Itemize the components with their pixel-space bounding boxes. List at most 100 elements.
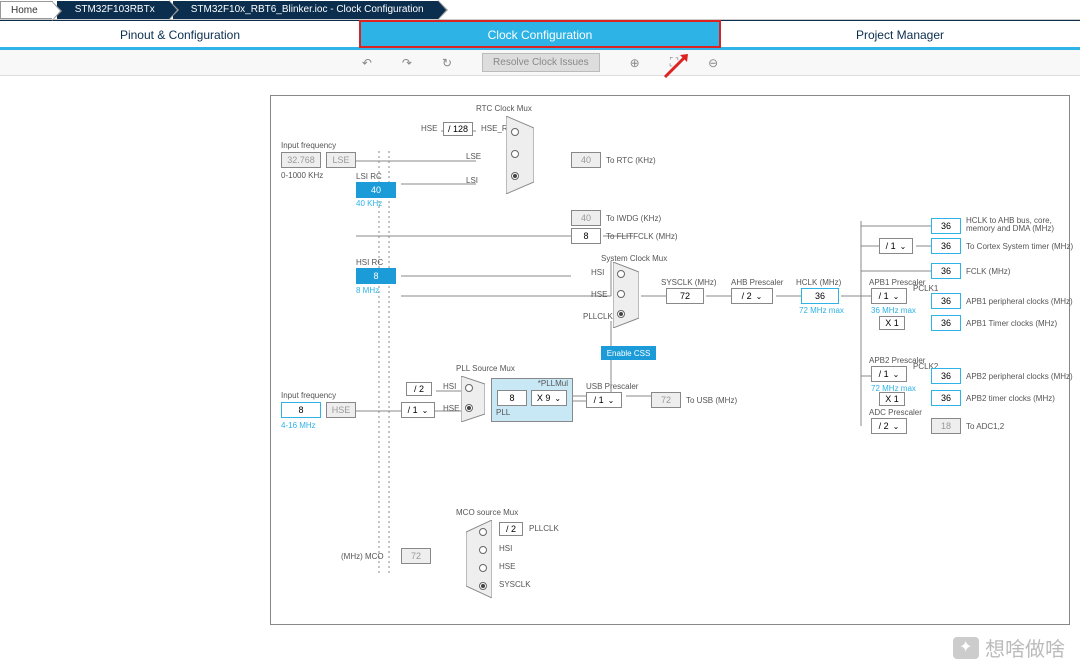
apb1-pre-select[interactable]: / 1 [871, 288, 907, 304]
mco-hsi: HSI [499, 544, 512, 553]
undo-icon[interactable]: ↶ [362, 56, 372, 70]
annotation-arrow [660, 52, 700, 82]
mco-radio-hse[interactable] [479, 564, 487, 572]
ahb-pre-label: AHB Prescaler [731, 278, 783, 287]
rtc-mux-label: RTC Clock Mux [476, 104, 532, 113]
hse-input-freq-label: Input frequency [281, 391, 336, 400]
rtc-radio-lse[interactable] [511, 150, 519, 158]
lsi-value: 40 [356, 182, 396, 198]
pll-hsi: HSI [443, 382, 456, 391]
apb2-pre-select[interactable]: / 1 [871, 366, 907, 382]
sm-radio-hse[interactable] [617, 290, 625, 298]
lse-range: 0-1000 KHz [281, 171, 323, 180]
hclk-max: 72 MHz max [799, 306, 844, 315]
crumb-file[interactable]: STM32F10x_RBT6_Blinker.ioc - Clock Confi… [173, 1, 438, 19]
mco-hse: HSE [499, 562, 515, 571]
crumb-label: STM32F103RBTx [75, 4, 155, 15]
hclk-label: HCLK (MHz) [796, 278, 841, 287]
mco-out: 72 [401, 548, 431, 564]
adc-pre-select[interactable]: / 2 [871, 418, 907, 434]
mco-unit: (MHz) MCO [341, 552, 384, 561]
tab-project[interactable]: Project Manager [720, 21, 1080, 47]
wechat-icon [953, 637, 979, 659]
sysclk-label: SYSCLK (MHz) [661, 278, 717, 287]
ahb-pre-select[interactable]: / 2 [731, 288, 773, 304]
sm-radio-hsi[interactable] [617, 270, 625, 278]
usb-pre-select[interactable]: / 1 [586, 392, 622, 408]
to-rtc: To RTC (KHz) [606, 156, 656, 165]
sm-pllclk: PLLCLK [583, 312, 613, 321]
hsi-div2: / 2 [406, 382, 432, 396]
pllmul-label: *PLLMul [538, 379, 568, 388]
out-apb2-periph-label: APB2 peripheral clocks (MHz) [966, 372, 1073, 381]
pclk1-label: PCLK1 [913, 284, 938, 293]
out-apb2-timer: 36 [931, 390, 961, 406]
hse-rtc-div: / 128 [443, 122, 473, 136]
resolve-button[interactable]: Resolve Clock Issues [482, 53, 600, 72]
rtc-out: 40 [571, 152, 601, 168]
out-adc-label: To ADC1,2 [966, 422, 1004, 431]
out-apb1-periph-label: APB1 peripheral clocks (MHz) [966, 297, 1073, 306]
out-fclk: 36 [931, 263, 961, 279]
crumb-home[interactable]: Home [0, 1, 53, 19]
tab-clock[interactable]: Clock Configuration [360, 21, 720, 47]
mco-label: MCO source Mux [456, 508, 518, 517]
flitf-out: 8 [571, 228, 601, 244]
out-apb1-timer: 36 [931, 315, 961, 331]
out-apb2-periph: 36 [931, 368, 961, 384]
hse-div-select[interactable]: / 1 [401, 402, 435, 418]
cortex-div-select[interactable]: / 1 [879, 238, 913, 254]
hclk-value[interactable]: 36 [801, 288, 839, 304]
sm-radio-pll[interactable] [617, 310, 625, 318]
rtc-radio-lsi[interactable] [511, 172, 519, 180]
hse-label: HSE [421, 124, 437, 133]
hsi-rc-label: HSI RC [356, 258, 383, 267]
watermark-text: 想啥做啥 [985, 633, 1065, 662]
adc-pre-label: ADC Prescaler [869, 408, 922, 417]
usb-pre-label: USB Prescaler [586, 382, 638, 391]
out-cortex-label: To Cortex System timer (MHz) [966, 242, 1073, 251]
mco-radio-sysclk[interactable] [479, 582, 487, 590]
rtc-lsi: LSI [466, 176, 478, 185]
lse-box: LSE [326, 152, 356, 168]
to-flitf: To FLITFCLK (MHz) [606, 232, 678, 241]
mco-pllclk: PLLCLK [529, 524, 559, 533]
mco-div2: / 2 [499, 522, 523, 536]
pll-label: PLL [496, 408, 510, 417]
crumb-device[interactable]: STM32F103RBTx [57, 1, 169, 19]
crumb-label: Home [11, 5, 38, 16]
lsi-unit: 40 KHz [356, 199, 382, 208]
iwdg-out: 40 [571, 210, 601, 226]
pll-radio-hse[interactable] [465, 404, 473, 412]
to-iwdg: To IWDG (KHz) [606, 214, 661, 223]
pll-radio-hsi[interactable] [465, 384, 473, 392]
out-apb1-periph: 36 [931, 293, 961, 309]
clock-diagram: Input frequency 32.768 0-1000 KHz LSE LS… [270, 95, 1070, 625]
hse-box: HSE [326, 402, 356, 418]
redo-icon[interactable]: ↷ [402, 56, 412, 70]
sysclk-value: 72 [666, 288, 704, 304]
pllmul-select[interactable]: X 9 [531, 390, 567, 406]
crumb-label: STM32F10x_RBT6_Blinker.ioc - Clock Confi… [191, 4, 424, 15]
sm-hse: HSE [591, 290, 607, 299]
tab-pinout[interactable]: Pinout & Configuration [0, 21, 360, 47]
refresh-icon[interactable]: ↻ [442, 56, 452, 70]
enable-css[interactable]: Enable CSS [601, 346, 656, 360]
out-hclk-ahb-label: HCLK to AHB bus, core, memory and DMA (M… [966, 217, 1061, 233]
lse-freq-input[interactable]: 32.768 [281, 152, 321, 168]
rtc-radio-hse[interactable] [511, 128, 519, 136]
zoom-in-icon[interactable]: ⊕ [630, 56, 640, 70]
out-cortex: 36 [931, 238, 961, 254]
hse-range: 4-16 MHz [281, 421, 316, 430]
watermark: 想啥做啥 [953, 633, 1065, 662]
tabs: Pinout & Configuration Clock Configurati… [0, 20, 1080, 50]
apb2-timer-mul: X 1 [879, 392, 905, 406]
mco-radio-pll[interactable] [479, 528, 487, 536]
out-adc: 18 [931, 418, 961, 434]
breadcrumb: Home STM32F103RBTx STM32F10x_RBT6_Blinke… [0, 0, 1080, 20]
hse-freq-input[interactable]: 8 [281, 402, 321, 418]
hsi-unit: 8 MHz [356, 286, 379, 295]
zoom-out-icon[interactable]: ⊖ [708, 56, 718, 70]
mco-radio-hsi[interactable] [479, 546, 487, 554]
rtc-lse: LSE [466, 152, 481, 161]
